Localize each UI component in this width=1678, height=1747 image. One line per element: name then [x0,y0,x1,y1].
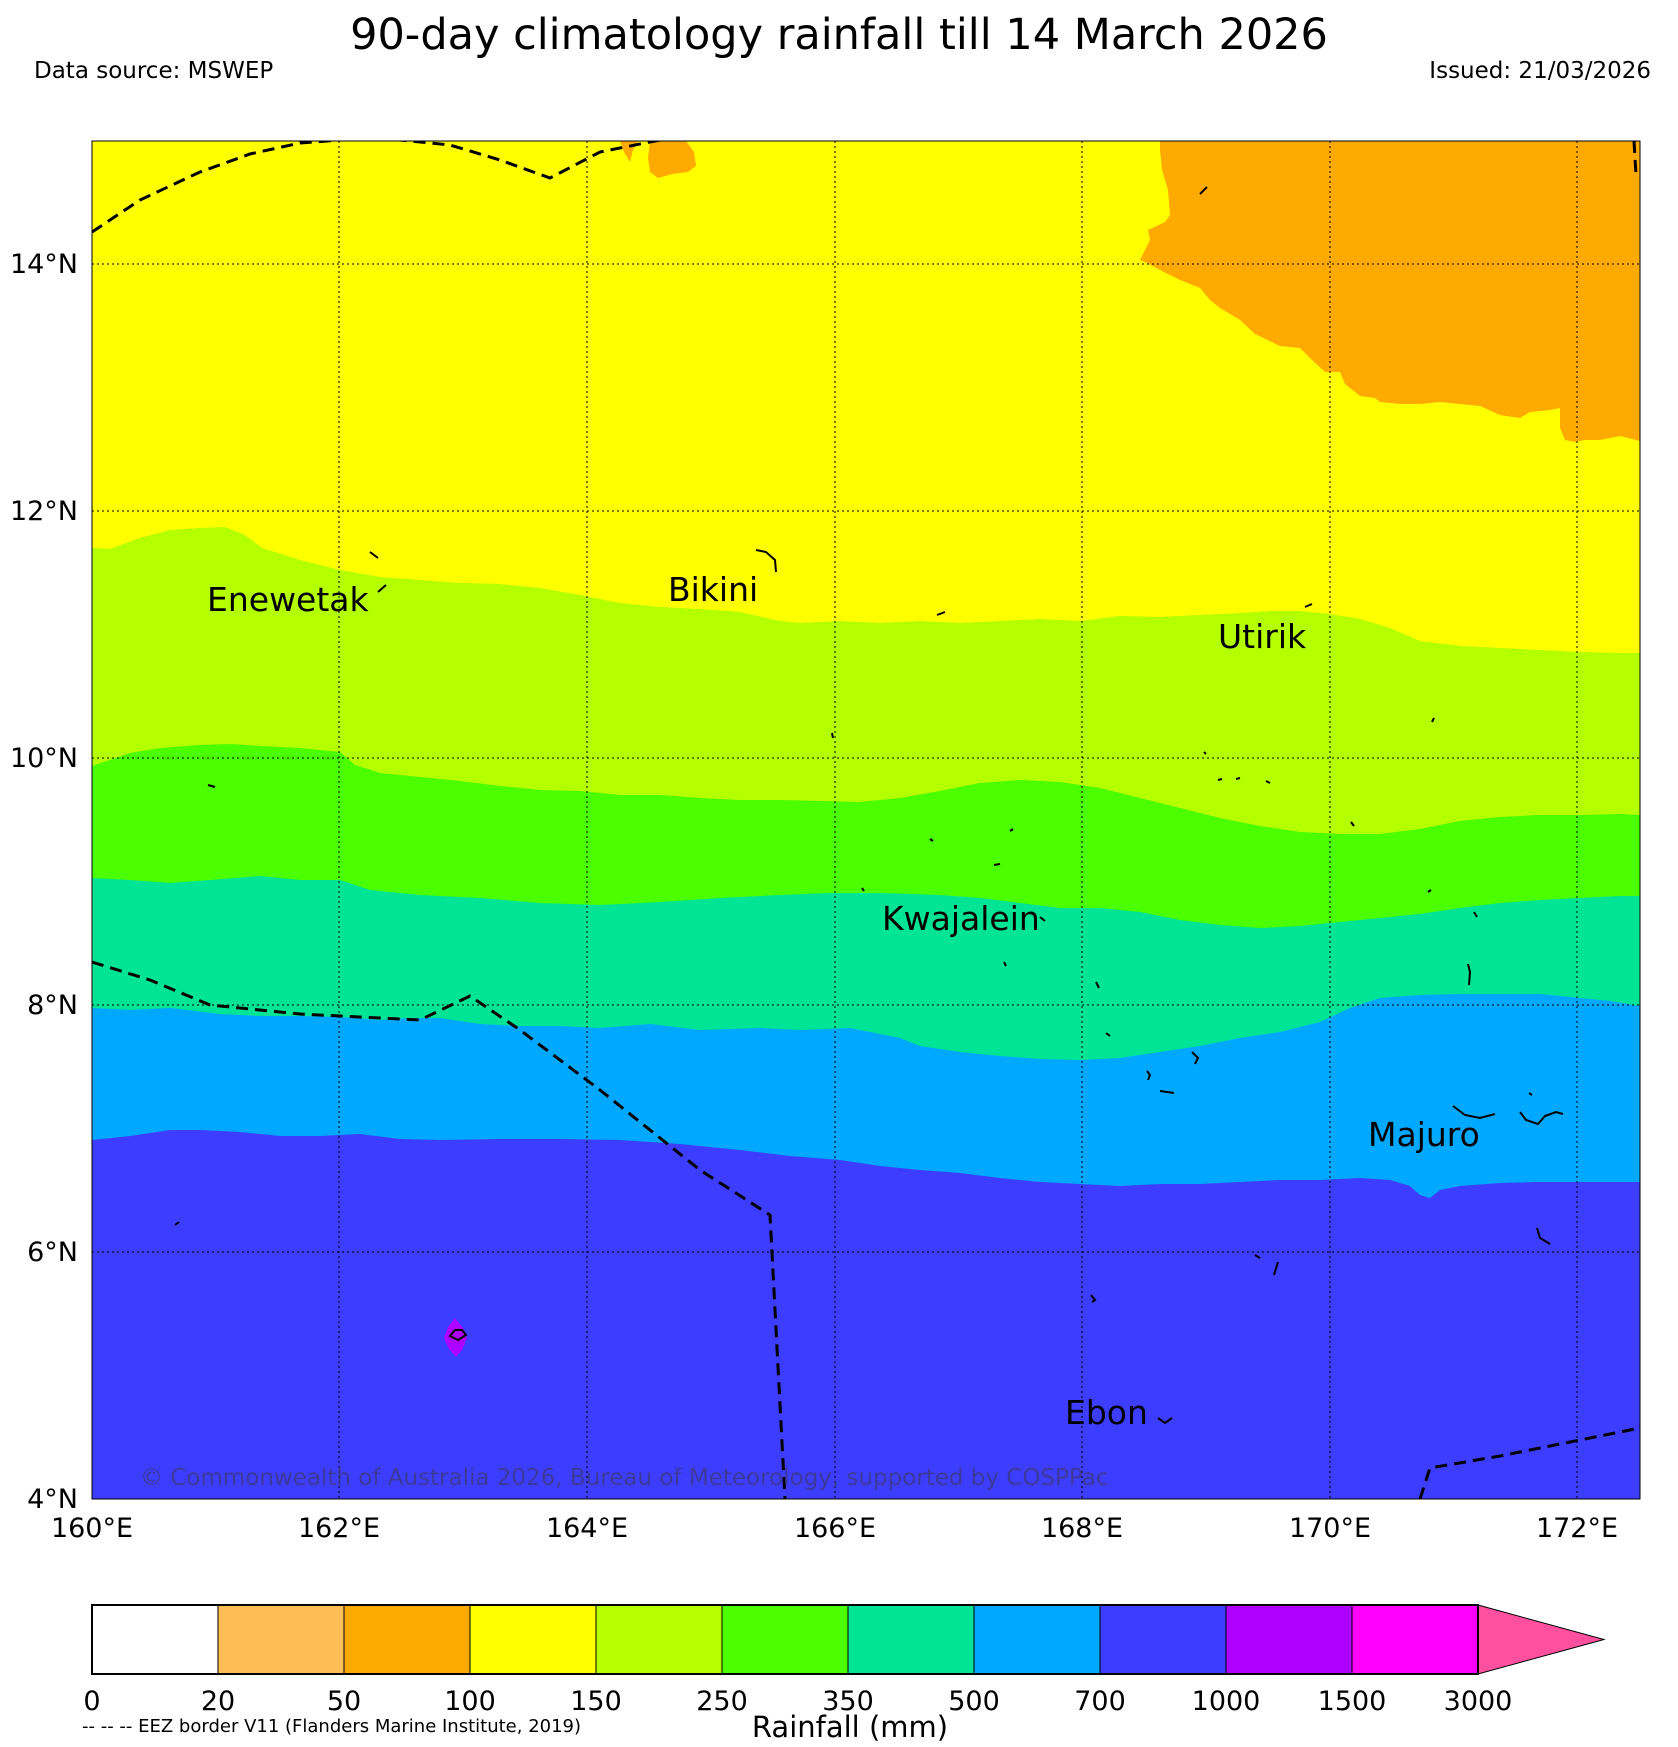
colorbar-title: Rainfall (mm) [751,1710,949,1744]
colorbar-swatch [595,1604,723,1675]
colorbar-tick-label: 1000 [1192,1686,1261,1717]
rainfall-field [92,141,1640,1499]
gridlines [92,141,1640,1499]
colorbar-tick-label: 1500 [1318,1686,1387,1717]
eez-border-note: -- -- -- EEZ border V11 (Flanders Marine… [82,1716,582,1737]
lon-label-166: 166°E [794,1513,876,1544]
colorbar-swatch [1351,1604,1479,1675]
place-kwajalein: Kwajalein [882,899,1040,938]
colorbar-tick-label: 150 [570,1686,622,1717]
place-bikini: Bikini [668,570,758,609]
lat-label-8: 8°N [27,990,78,1021]
issued-date-label: Issued: 21/03/2026 [1429,58,1651,84]
place-ebon: Ebon [1065,1393,1148,1432]
lon-label-162: 162°E [298,1513,380,1544]
colorbar-swatch [973,1604,1101,1675]
lat-axis: 14°N 12°N 10°N 8°N 6°N 4°N [10,249,78,1515]
colorbar-tick-label: 3000 [1444,1686,1513,1717]
colorbar: 0 20 50 100 150 250 350 500 700 1000 1500 3000 [83,1604,1606,1717]
place-utirik: Utirik [1218,617,1307,656]
colorbar-swatch [1225,1604,1353,1675]
data-source-label: Data source: MSWEP [34,58,274,84]
colorbar-tick-label: 20 [201,1686,235,1717]
lon-label-170: 170°E [1289,1513,1371,1544]
colorbar-extend-triangle [1477,1604,1606,1675]
map-title: 90-day climatology rainfall till 14 Marc… [350,10,1328,60]
band-50-100-ne [1140,141,1640,442]
islands [174,186,1564,1425]
band-50-100-blob [648,141,696,178]
place-enewetak: Enewetak [207,580,370,619]
lon-label-168: 168°E [1041,1513,1123,1544]
colorbar-tick-label: 250 [696,1686,748,1717]
colorbar-swatch [1099,1604,1227,1675]
colorbar-tick-label: 100 [444,1686,496,1717]
map-frame [91,140,1641,1500]
colorbar-swatch [469,1604,597,1675]
band-700-1000 [92,1130,1640,1499]
colorbar-tick-label: 50 [327,1686,361,1717]
lon-label-172: 172°E [1536,1513,1618,1544]
lat-label-14: 14°N [10,249,78,280]
place-majuro: Majuro [1368,1115,1480,1154]
lat-label-6: 6°N [27,1237,78,1268]
copyright-notice: © Commonwealth of Australia 2026, Bureau… [140,1465,1109,1491]
colorbar-outline [91,1604,1479,1675]
lat-label-10: 10°N [10,743,78,774]
colorbar-swatch [343,1604,471,1675]
lon-label-164: 164°E [546,1513,628,1544]
eez-borders [92,141,1640,1499]
colorbar-swatch [721,1604,849,1675]
colorbar-tick-label: 500 [948,1686,1000,1717]
lat-label-4: 4°N [27,1484,78,1515]
lat-label-12: 12°N [10,496,78,527]
colorbar-tick-label: 350 [822,1686,874,1717]
band-1000-1500 [444,1318,467,1357]
lon-axis: 160°E 162°E 164°E 166°E 168°E 170°E 172°… [51,1513,1618,1544]
colorbar-swatch [217,1604,345,1675]
colorbar-tick-label: 0 [83,1686,100,1717]
colorbar-swatch [847,1604,975,1675]
lon-label-160: 160°E [51,1513,133,1544]
colorbar-swatch [91,1604,219,1675]
colorbar-tick-label: 700 [1074,1686,1126,1717]
